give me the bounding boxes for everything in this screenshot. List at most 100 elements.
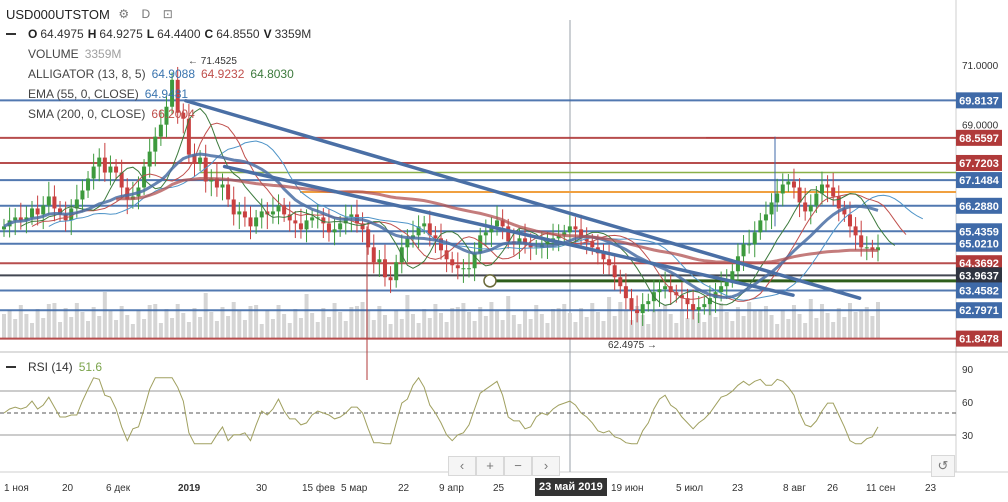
volume-bar xyxy=(422,309,427,338)
volume-bar xyxy=(181,313,186,338)
sma-indicator-value: 66.2004 xyxy=(151,107,195,121)
volume-bar xyxy=(58,322,63,338)
volume-value: 3359M xyxy=(274,27,312,41)
time-tick-label: 6 дек xyxy=(106,483,131,494)
level-price-label: 66.2880 xyxy=(959,201,999,213)
indicators-layer xyxy=(3,107,924,380)
candle-body xyxy=(707,298,712,305)
scroll-forward-button[interactable]: › xyxy=(532,456,560,476)
volume-bar xyxy=(114,320,119,338)
volume-bar xyxy=(80,312,85,338)
scroll-back-button[interactable]: ‹ xyxy=(448,456,476,476)
candle-body xyxy=(663,286,668,290)
candle-body xyxy=(831,187,836,197)
snapshot-icon[interactable]: ⊡ xyxy=(162,7,173,21)
sma-indicator-row[interactable]: SMA (200, 0, CLOSE) 66.2004 xyxy=(0,104,420,124)
volume-bar xyxy=(679,309,684,338)
volume-bar xyxy=(814,318,819,338)
candle-body xyxy=(640,304,645,314)
time-tick-label: 15 фев xyxy=(302,482,335,494)
volume-layer xyxy=(2,292,880,338)
volume-key: V xyxy=(263,27,272,41)
level-anchor-handle xyxy=(483,274,497,288)
trendline xyxy=(222,164,795,297)
volume-bar xyxy=(366,311,371,338)
volume-bar xyxy=(657,309,662,338)
ema-indicator-name: EMA (55, 0, CLOSE) xyxy=(28,87,139,101)
volume-bar xyxy=(808,299,813,338)
level-price-tag xyxy=(956,282,1002,299)
volume-bar xyxy=(86,321,91,338)
volume-bar xyxy=(640,315,645,338)
volume-bar xyxy=(506,296,511,338)
volume-bar xyxy=(237,311,242,338)
candle-body xyxy=(444,250,449,260)
volume-bar xyxy=(209,312,214,338)
volume-bar xyxy=(651,310,656,338)
symbol-name[interactable]: USD000UTSTOM xyxy=(6,6,110,22)
volume-bar xyxy=(265,310,270,338)
volume-bar xyxy=(842,317,847,338)
candle-body xyxy=(819,184,824,194)
level-price-tag xyxy=(956,302,1002,319)
rsi-legend[interactable]: RSI (14) 51.6 xyxy=(6,360,102,374)
gear-icon[interactable]: ⚙ xyxy=(118,7,130,21)
volume-bar xyxy=(724,312,729,338)
time-tick-label: 20 xyxy=(62,483,74,494)
candle-body xyxy=(2,226,6,230)
time-tick-label: 25 xyxy=(493,483,505,494)
rsi-collapse-dash-icon[interactable] xyxy=(6,366,16,368)
volume-bar xyxy=(668,314,673,338)
time-tick-label: 23 xyxy=(732,483,744,494)
zoom-in-button[interactable]: + xyxy=(476,456,504,476)
volume-bar xyxy=(91,307,96,338)
reset-chart-button[interactable]: ↺ xyxy=(931,455,955,477)
level-price-label: 69.8137 xyxy=(959,95,999,107)
volume-bar xyxy=(321,308,326,338)
time-tick-label: 26 xyxy=(827,483,839,494)
alligator-indicator-row[interactable]: ALLIGATOR (13, 8, 5) 64.9088 64.9232 64.… xyxy=(0,64,420,84)
candle-body xyxy=(203,157,208,182)
candle-body xyxy=(780,184,785,194)
collapse-dash-icon[interactable] xyxy=(6,33,16,35)
candle-body xyxy=(91,166,96,179)
candle-body xyxy=(685,298,690,305)
volume-bar xyxy=(74,303,79,338)
volume-bar xyxy=(539,314,544,338)
interval-label[interactable]: D xyxy=(141,7,151,21)
price-tick-label: 69.0000 xyxy=(962,121,999,132)
volume-indicator-name: VOLUME xyxy=(28,47,79,61)
candle-body xyxy=(41,205,46,215)
ema-indicator-row[interactable]: EMA (55, 0, CLOSE) 64.9481 xyxy=(0,84,420,104)
volume-bar xyxy=(231,302,236,338)
candle-body xyxy=(747,244,752,246)
level-price-label: 65.0210 xyxy=(959,239,999,251)
volume-bar xyxy=(153,304,158,338)
volume-bar xyxy=(52,303,57,338)
volume-bar xyxy=(186,322,191,338)
rsi-line xyxy=(3,376,879,445)
rsi-tick-label: 60 xyxy=(962,398,974,409)
rsi-tick-label: 90 xyxy=(962,365,974,376)
volume-bar xyxy=(349,307,354,338)
level-price-tag xyxy=(956,330,1002,347)
candle-body xyxy=(119,172,124,188)
volume-bar xyxy=(607,297,612,338)
candle-body xyxy=(416,226,421,236)
candle-body xyxy=(214,178,219,188)
volume-bar xyxy=(752,311,757,338)
time-tick-label: 22 xyxy=(398,483,410,494)
volume-bar xyxy=(13,319,18,338)
volume-bar xyxy=(478,307,483,338)
zoom-out-button[interactable]: − xyxy=(504,456,532,476)
volume-indicator-row[interactable]: VOLUME 3359M xyxy=(0,44,420,64)
volume-bar xyxy=(41,318,46,338)
volume-bar xyxy=(803,323,808,338)
candle-body xyxy=(472,253,477,269)
candle-body xyxy=(310,217,315,221)
candle-body xyxy=(814,193,819,206)
candle-body xyxy=(433,235,438,239)
volume-bar xyxy=(304,294,309,338)
candle-body xyxy=(315,217,320,219)
